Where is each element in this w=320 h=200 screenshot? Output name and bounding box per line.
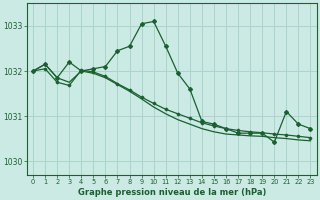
X-axis label: Graphe pression niveau de la mer (hPa): Graphe pression niveau de la mer (hPa)	[77, 188, 266, 197]
